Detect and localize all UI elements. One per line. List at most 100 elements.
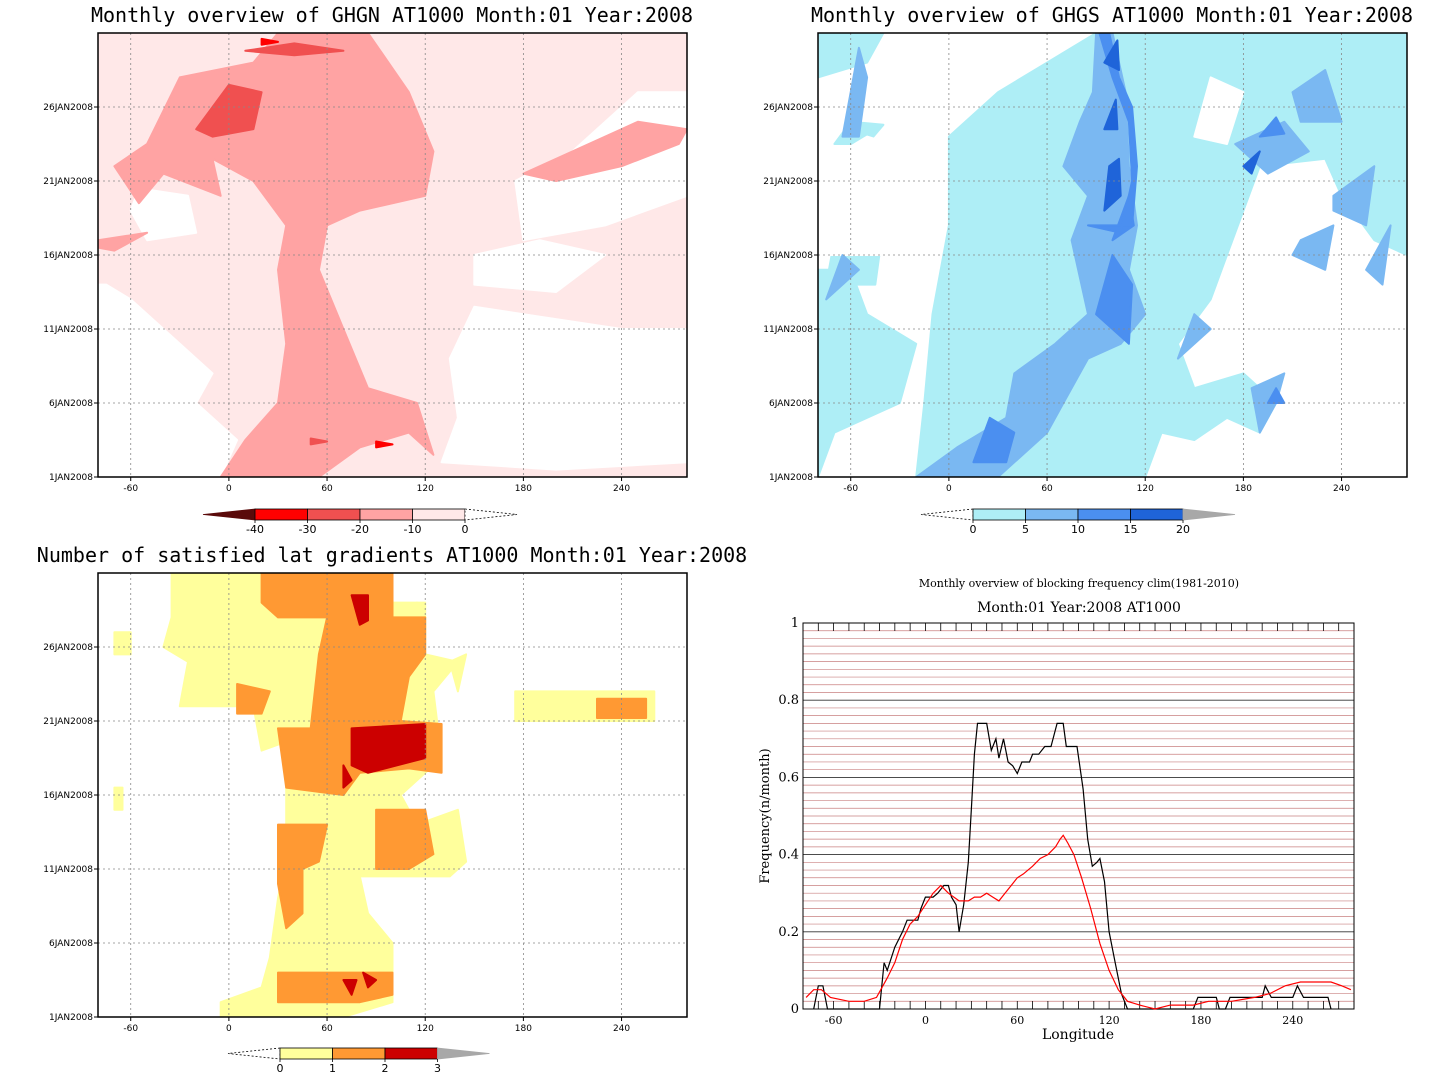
colorbar: 0 5 10 15 20 <box>920 508 1236 536</box>
contour-region-1-4 <box>277 971 394 1004</box>
x-tick-label: 240 <box>613 1024 630 1034</box>
x-tick-label: 60 <box>321 484 333 494</box>
contour-region-1-1 <box>1209 268 1253 330</box>
colorbar-label: 3 <box>434 1062 441 1075</box>
colorbar-swatch <box>972 508 1026 521</box>
colorbar-swatch <box>359 508 413 521</box>
colorbar-label: 0 <box>970 523 977 536</box>
colorbar-low-extend <box>920 508 974 521</box>
x-tick-label: 0 <box>946 484 952 494</box>
series-line-1 <box>805 834 1352 1010</box>
x-tick-label: 60 <box>1041 484 1053 494</box>
colorbar-swatch <box>412 508 466 521</box>
y-tick-label: 1 <box>791 616 799 631</box>
colorbar-label: 15 <box>1124 523 1138 536</box>
contour-region-3-0 <box>972 416 1016 464</box>
contour-region-4-2 <box>1103 39 1120 71</box>
y-tick-label: 11JAN2008 <box>43 325 93 335</box>
x-tick-label: 240 <box>1333 484 1350 494</box>
y-tick-label: 6JAN2008 <box>49 399 93 409</box>
colorbar-high-extend <box>437 1047 490 1060</box>
x-tick-label: 120 <box>417 484 434 494</box>
contour-region-4-3 <box>1242 150 1261 175</box>
y-tick-label: 1JAN2008 <box>769 473 813 483</box>
colorbar-label: -10 <box>404 523 422 536</box>
x-tick-label: 180 <box>1235 484 1252 494</box>
contour-region-1-2 <box>375 808 435 870</box>
chart-subtitle: Month:01 Year:2008 AT1000 <box>977 600 1181 616</box>
x-tick-label: -60 <box>825 1014 843 1027</box>
colorbar-swatch <box>1025 508 1079 521</box>
ghgn-field <box>98 33 687 477</box>
contour-region-3-1 <box>244 42 345 57</box>
colorbar-label: -20 <box>351 523 369 536</box>
y-tick-label: 11JAN2008 <box>43 865 93 875</box>
contour-region-2-2 <box>522 120 687 182</box>
colorbar-low-extend <box>227 1047 281 1060</box>
x-tick-label: 240 <box>613 484 630 494</box>
x-tick-label: 0 <box>226 484 232 494</box>
y-axis-label: Frequency(n/month) <box>758 748 773 883</box>
ghgn-map: -60 0 60 120 180 240 1JAN2008 6JAN2008 11JAN2008… <box>43 3 693 536</box>
y-tick-label: 26JAN2008 <box>43 103 93 113</box>
contour-region-2-5 <box>1291 224 1335 271</box>
contour-region-1-4 <box>473 239 607 293</box>
y-tick-label: 16JAN2008 <box>43 251 93 261</box>
y-tick-label: 0.2 <box>778 925 799 940</box>
y-tick-label: 26JAN2008 <box>43 643 93 653</box>
y-tick-label: 16JAN2008 <box>43 791 93 801</box>
colorbar-label: 5 <box>1022 523 1029 536</box>
colorbar-label: 2 <box>382 1062 389 1075</box>
contour-region-1-4 <box>1193 76 1245 145</box>
x-tick-label: 180 <box>515 484 532 494</box>
x-tick-label: -60 <box>843 484 858 494</box>
contour-region-1-1 <box>236 683 271 715</box>
y-tick-label: 6JAN2008 <box>769 399 813 409</box>
contour-region-2-0 <box>915 33 1147 477</box>
colorbar-label: -40 <box>246 523 264 536</box>
contour-region-0-2 <box>113 786 124 811</box>
x-tick-label: 120 <box>417 1024 434 1034</box>
x-tick-label: -60 <box>123 1024 138 1034</box>
contour-region-4-0 <box>260 37 279 46</box>
colorbar-label: 1 <box>329 1062 336 1075</box>
nsat-field <box>98 573 687 1017</box>
blocking-frequency-chart: -60 0 60 120 180 240 0 0.2 0.4 0.6 0.8 1 Monthly ove… <box>758 577 1355 1043</box>
map-title: Monthly overview of GHGN AT1000 Month:01… <box>91 3 693 27</box>
contour-region-2-1 <box>841 46 869 138</box>
contour-region-2-9 <box>1176 313 1212 360</box>
y-tick-label: 0.8 <box>778 693 799 708</box>
contour-region-1-2 <box>440 305 687 471</box>
contour-region-2-8 <box>825 254 860 301</box>
contour-region-2-3 <box>1291 69 1343 123</box>
colorbar-swatch <box>1077 508 1131 521</box>
colorbar-high-extend <box>464 508 518 521</box>
chart-title: Monthly overview of blocking frequency c… <box>919 577 1239 590</box>
y-tick-label: 0.6 <box>778 770 799 785</box>
x-tick-label: 180 <box>1190 1014 1211 1027</box>
contour-region-2-1 <box>350 723 427 774</box>
y-tick-label: 16JAN2008 <box>763 251 813 261</box>
contour-region-0-0 <box>818 268 918 477</box>
y-tick-label: 21JAN2008 <box>43 177 93 187</box>
contour-region-3-1 <box>1095 254 1134 345</box>
contour-region-2-1 <box>98 231 149 252</box>
y-tick-label: 1JAN2008 <box>49 1013 93 1023</box>
colorbar-label: 0 <box>277 1062 284 1075</box>
contour-region-0-1 <box>113 631 132 656</box>
x-tick-label: 0 <box>226 1024 232 1034</box>
colorbar-swatch <box>307 508 361 521</box>
y-tick-label: 0.4 <box>778 848 799 863</box>
y-tick-label: 0 <box>791 1002 799 1017</box>
y-tick-label: 21JAN2008 <box>43 717 93 727</box>
contour-region-2-3 <box>342 979 358 996</box>
contour-region-0-5 <box>448 653 468 693</box>
y-tick-label: 6JAN2008 <box>49 939 93 949</box>
x-axis-label: Longitude <box>1042 1027 1114 1043</box>
colorbar-low-extend <box>202 508 256 521</box>
contour-region-2-0 <box>350 594 369 626</box>
y-tick-label: 11JAN2008 <box>763 325 813 335</box>
contour-region-1-3 <box>277 823 329 930</box>
colorbar-label: 10 <box>1071 523 1085 536</box>
